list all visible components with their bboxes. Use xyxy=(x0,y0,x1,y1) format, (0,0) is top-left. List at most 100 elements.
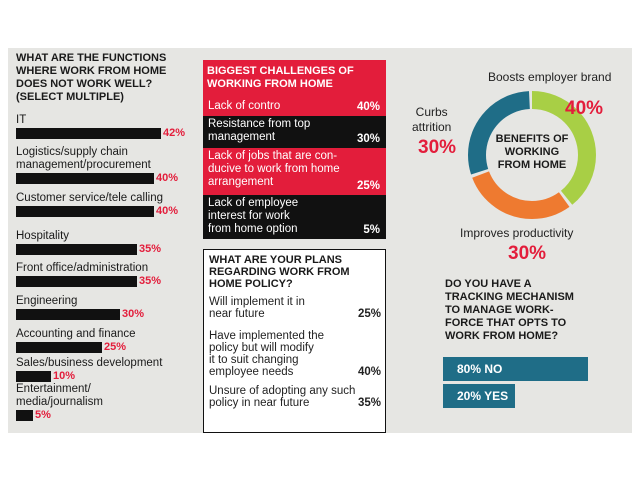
bar-value-label: 40% xyxy=(156,172,179,184)
plan-text: near future xyxy=(209,308,265,320)
challenges-title: BIGGEST CHALLENGES OF WORKING FROM HOME xyxy=(203,60,386,98)
plan-pct: 40% xyxy=(357,366,381,378)
plan-text: Have implemented the xyxy=(209,330,325,342)
bar-label: IT xyxy=(16,114,27,126)
challenge-pct: 30% xyxy=(356,133,380,145)
donut-center-line: FROM HOME xyxy=(497,159,567,171)
bar-label: Entertainment/ xyxy=(16,383,91,395)
challenge-pct: 5% xyxy=(363,224,380,236)
segment-pct-brand: 40% xyxy=(565,98,604,119)
bar-item: Engineering 30% xyxy=(16,295,194,320)
bar xyxy=(16,410,33,421)
tracking-bar: 80% NO xyxy=(443,357,588,381)
plan-row: Unsure of adopting any such policy in nea… xyxy=(209,385,381,409)
bar-item: Logistics/supply chain management/procure… xyxy=(16,146,194,184)
bar-value-label: 25% xyxy=(104,341,127,353)
plan-text: policy in near future xyxy=(209,397,310,409)
challenge-text: ducive to work from home xyxy=(208,163,340,175)
functions-chart: WHAT ARE THE FUNCTIONS WHERE WORK FROM H… xyxy=(16,52,194,421)
bar-label: Front office/administration xyxy=(16,262,149,274)
plan-row: Will implement it in near future 25% xyxy=(209,296,381,320)
tracking-title-line: WORK FROM HOME? xyxy=(445,330,559,342)
segment-label-attrition-line: attrition xyxy=(412,120,452,134)
plan-text: Will implement it in xyxy=(209,296,305,308)
segment-pct-productivity: 30% xyxy=(508,243,547,264)
tracking-title-line: TRACKING MECHANISM xyxy=(445,291,574,303)
bar xyxy=(16,309,120,320)
challenge-row: Resistance from top management 30% xyxy=(203,116,386,148)
segment-pct-attrition: 30% xyxy=(418,137,457,158)
bar-value-label: 10% xyxy=(53,370,76,382)
plans-title-line: HOME POLICY? xyxy=(209,278,293,290)
bar-item: Entertainment/media/journalism 5% xyxy=(16,383,194,421)
donut-center-line: BENEFITS OF xyxy=(495,133,569,145)
challenge-text: interest for work xyxy=(208,210,290,222)
bar-value-label: 5% xyxy=(35,409,51,421)
bar-item: Sales/business development 10% xyxy=(16,357,194,382)
challenge-text: Resistance from top xyxy=(208,118,311,130)
challenge-text: Lack of employee xyxy=(208,197,299,209)
tracking-title-line: TO MANAGE WORK- xyxy=(445,304,554,316)
bar-row: 30% xyxy=(16,308,194,320)
plans-title: WHAT ARE YOUR PLANS REGARDING WORK FROM … xyxy=(209,254,380,290)
bar-item: IT 42% xyxy=(16,114,194,139)
bar-label: Hospitality xyxy=(16,230,70,242)
bar-item: Front office/administration 35% xyxy=(16,262,194,287)
bar xyxy=(16,244,137,255)
challenge-text: arrangement xyxy=(208,176,274,188)
functions-title-line: WHERE WORK FROM HOME xyxy=(16,65,167,77)
plan-text: policy but will modify xyxy=(209,342,314,354)
plans-section: WHAT ARE YOUR PLANS REGARDING WORK FROM … xyxy=(203,249,386,433)
challenge-row: Lack of contro 40% xyxy=(203,98,386,116)
plan-row: Have implemented the policy but will modi… xyxy=(209,330,381,378)
bar-label: media/journalism xyxy=(16,396,103,408)
bar xyxy=(16,371,51,382)
bar-value-label: 40% xyxy=(156,205,179,217)
challenge-row: Lack of employee interest for work from ho… xyxy=(203,195,386,239)
bar xyxy=(16,173,154,184)
bar-value-label: 42% xyxy=(163,127,186,139)
bar-row: 40% xyxy=(16,172,194,184)
segment-label-brand: Boosts employer brand xyxy=(488,70,612,84)
challenges-title-line: BIGGEST CHALLENGES OF xyxy=(207,65,354,77)
challenge-pct: 40% xyxy=(356,101,380,113)
segment-label-attrition: Curbs attrition xyxy=(412,105,451,135)
functions-title-line: DOES NOT WORK WELL? xyxy=(16,78,153,90)
bar xyxy=(16,128,161,139)
challenge-text: Lack of jobs that are con- xyxy=(208,150,338,162)
plan-pct: 35% xyxy=(357,397,381,409)
bar xyxy=(16,206,154,217)
bar-row: 10% xyxy=(16,370,194,382)
bar xyxy=(16,276,137,287)
bar-item: Hospitality 35% xyxy=(16,230,194,255)
challenge-text: from home option xyxy=(208,223,298,235)
challenge-text: Lack of contro xyxy=(208,100,281,112)
bar-label: Accounting and finance xyxy=(16,328,136,340)
bar-row: 25% xyxy=(16,341,194,353)
plan-text: it to suit changing xyxy=(209,354,299,366)
tracking-bar: 20% YES xyxy=(443,384,515,408)
segment-label-productivity: Improves productivity xyxy=(460,226,574,240)
plan-pct: 25% xyxy=(357,308,381,320)
functions-title-line: WHAT ARE THE FUNCTIONS xyxy=(16,52,167,64)
functions-title-line: (SELECT MULTIPLE) xyxy=(16,91,124,103)
bar xyxy=(16,342,102,353)
bar-row: 5% xyxy=(16,409,194,421)
bar-row: 42% xyxy=(16,127,194,139)
bar-label: Logistics/supply chain xyxy=(16,146,128,158)
functions-title: WHAT ARE THE FUNCTIONS WHERE WORK FROM H… xyxy=(16,52,194,104)
bar-row: 40% xyxy=(16,205,194,217)
bar-label: Engineering xyxy=(16,295,78,307)
challenge-row: Lack of jobs that are con-ducive to work… xyxy=(203,148,386,195)
bar-row: 35% xyxy=(16,275,194,287)
bar-value-label: 30% xyxy=(122,308,145,320)
tracking-title-line: FORCE THAT OPTS TO xyxy=(445,317,567,329)
bar-value-label: 35% xyxy=(139,275,162,287)
plans-title-line: REGARDING WORK FROM xyxy=(209,266,350,278)
donut-center-title: BENEFITS OF WORKING FROM HOME xyxy=(487,133,577,172)
challenge-text: management xyxy=(208,131,276,143)
bar-value-label: 35% xyxy=(139,243,162,255)
tracking-title: DO YOU HAVE A TRACKING MECHANISM TO MANA… xyxy=(445,278,625,343)
bar-item: Accounting and finance 25% xyxy=(16,328,194,353)
